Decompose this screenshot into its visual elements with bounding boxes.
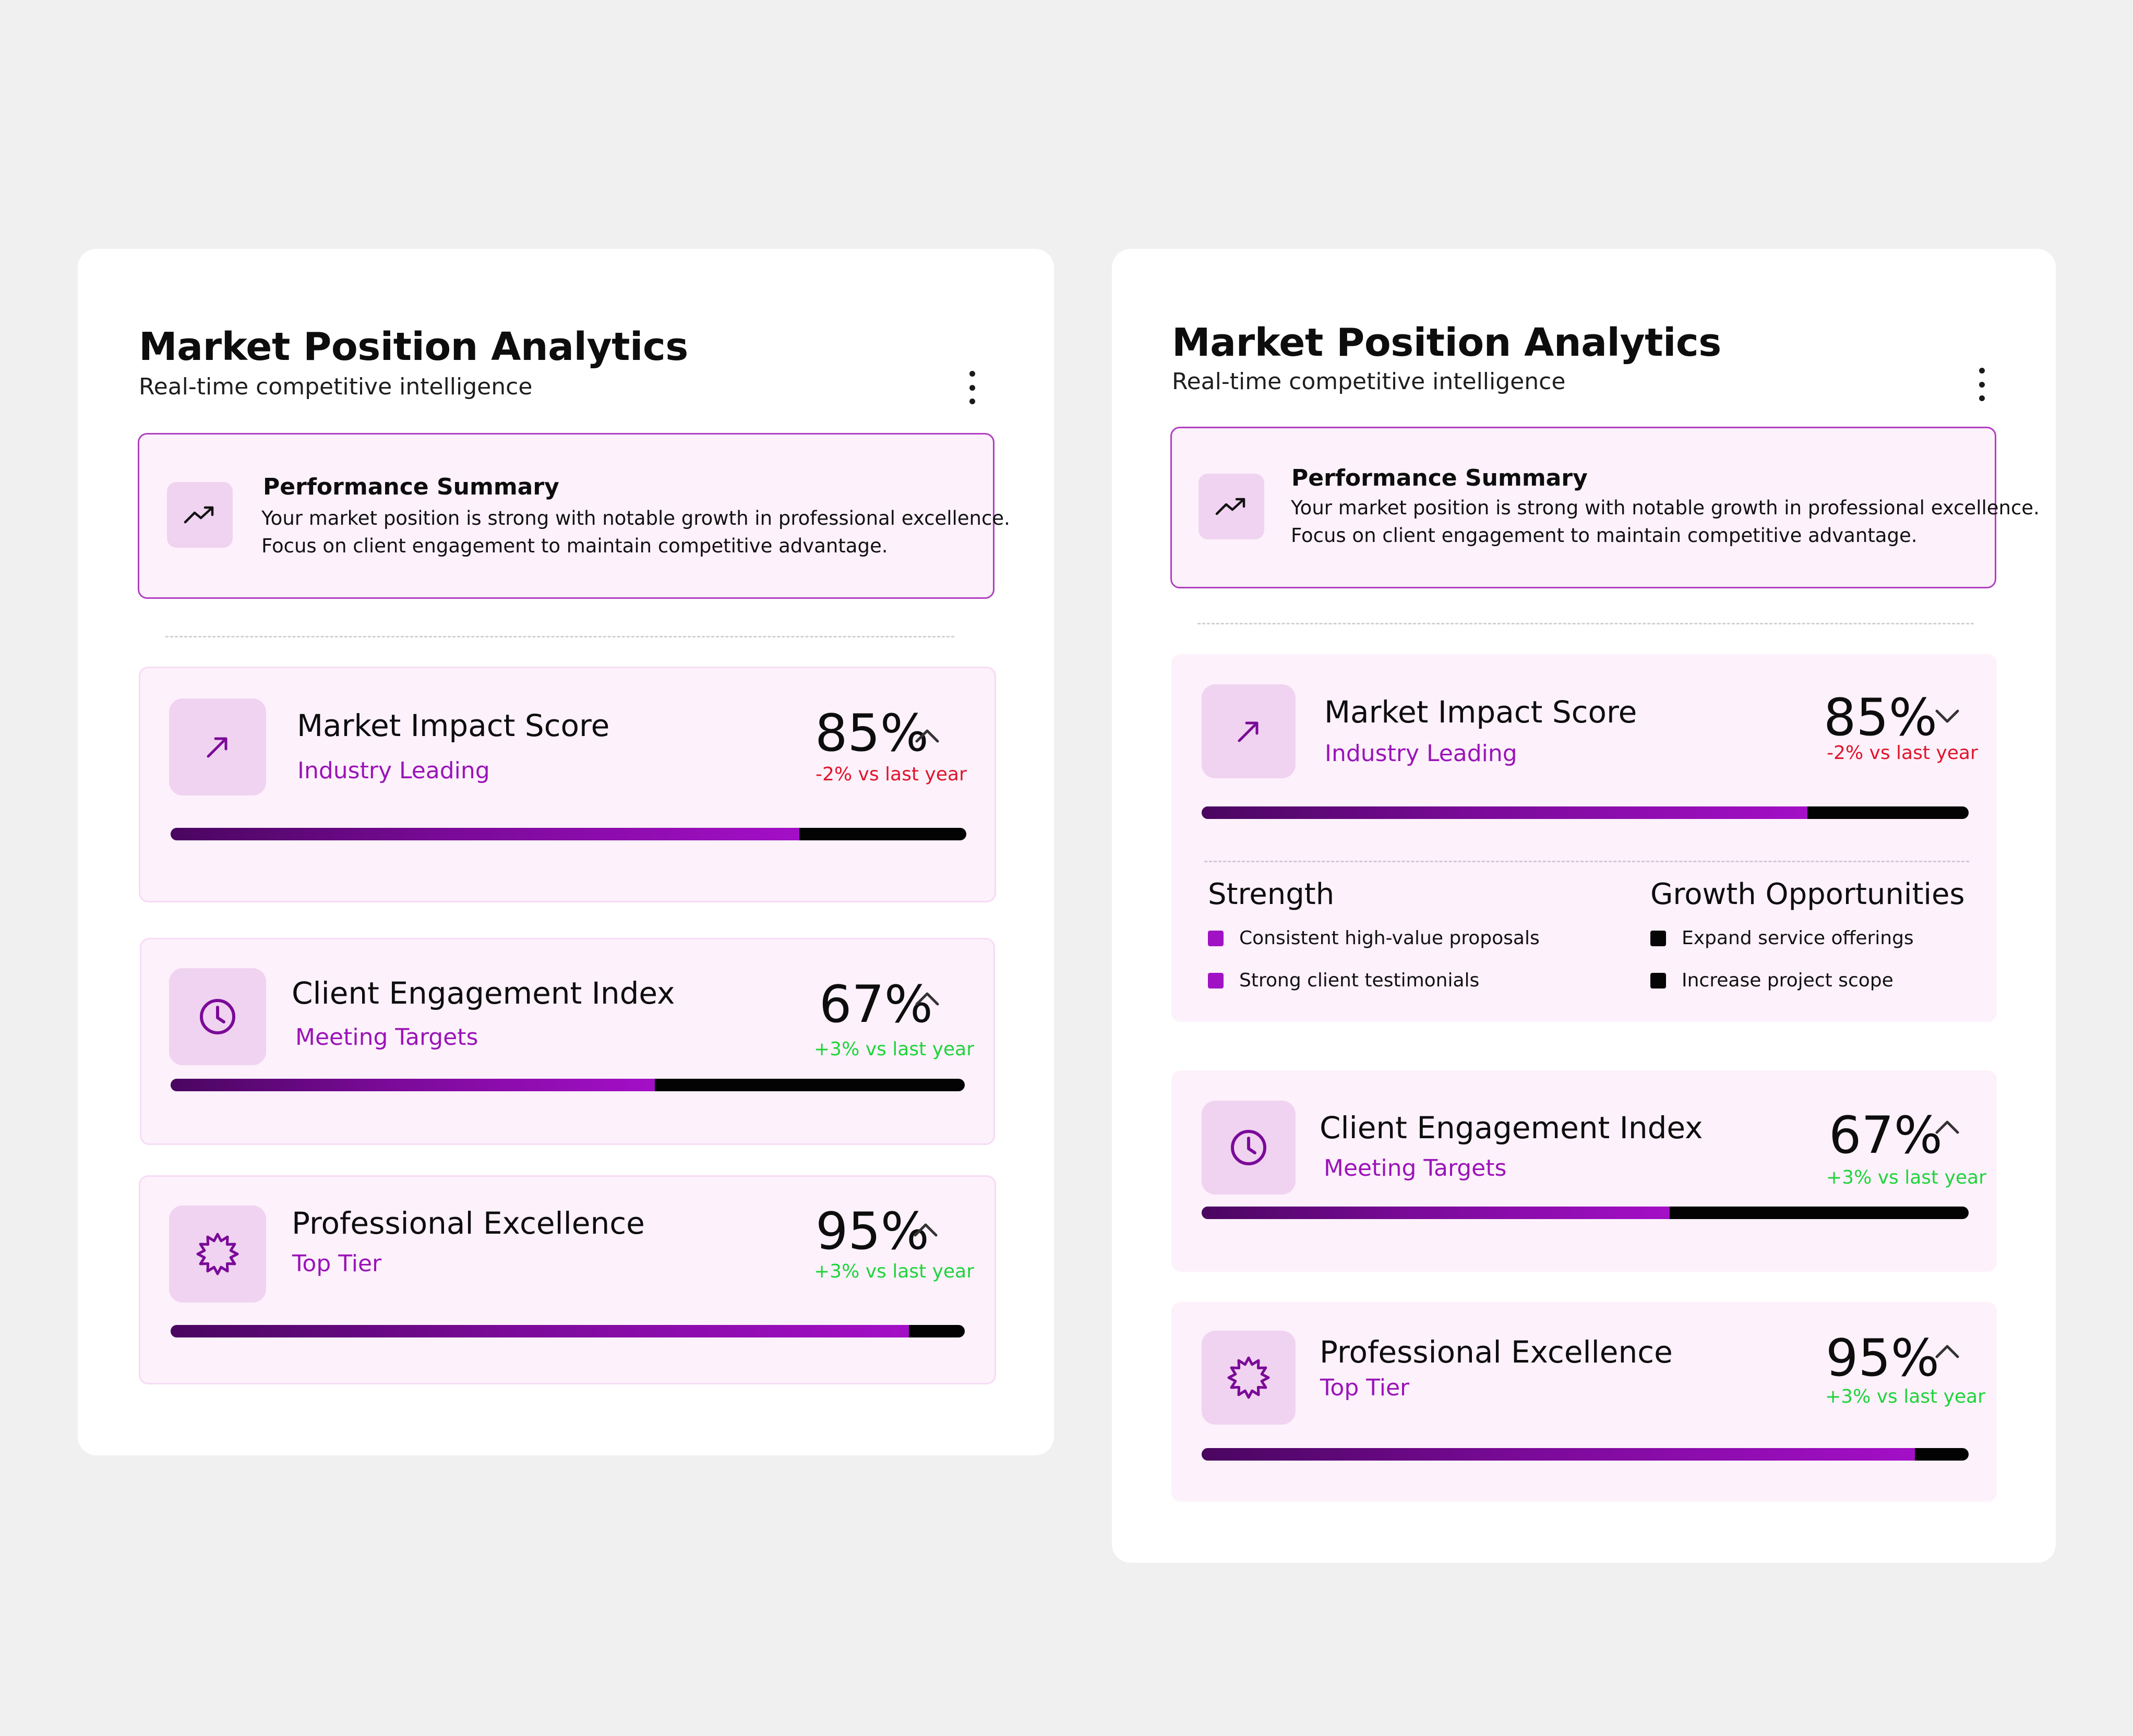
metric-delta: -2% vs last year (1827, 742, 1978, 764)
metric-delta: -2% vs last year (816, 764, 967, 785)
metric-value: 67% (1829, 1106, 1943, 1165)
metric-card-professional-excellence[interactable]: Professional Excellence Top Tier 95% +3%… (139, 1175, 996, 1384)
progress-bar (1202, 806, 1969, 819)
chevron-down-icon[interactable] (1932, 706, 1963, 727)
metric-card-client-engagement[interactable]: Client Engagement Index Meeting Targets … (1171, 1070, 1997, 1272)
metric-card-professional-excellence[interactable]: Professional Excellence Top Tier 95% +3%… (1171, 1302, 1997, 1502)
progress-fill (1202, 806, 1808, 819)
metric-value: 85% (815, 704, 929, 763)
progress-bar (171, 1325, 965, 1337)
summary-text-line-2: Focus on client engagement to maintain c… (261, 535, 888, 557)
strength-heading: Strength (1208, 877, 1335, 911)
metric-name: Market Impact Score (1324, 694, 1637, 730)
metric-tag: Meeting Targets (1324, 1155, 1507, 1182)
metric-value: 85% (1824, 688, 1937, 748)
metric-name: Market Impact Score (297, 708, 610, 743)
summary-text-line-2: Focus on client engagement to maintain c… (1291, 524, 1918, 547)
progress-bar (171, 828, 966, 840)
metric-card-market-impact[interactable]: Market Impact Score Industry Leading 85%… (139, 667, 996, 902)
chevron-up-icon[interactable] (912, 987, 943, 1008)
summary-title: Performance Summary (1291, 465, 1588, 491)
metric-name: Client Engagement Index (292, 975, 675, 1011)
chevron-up-icon[interactable] (1932, 1116, 1963, 1137)
summary-text-line-1: Your market position is strong with nota… (261, 507, 1010, 529)
progress-bar (171, 1079, 965, 1091)
badge-star-shape (196, 1233, 239, 1275)
metric-tag: Industry Leading (297, 757, 490, 784)
performance-summary: Performance Summary Your market position… (1170, 427, 2040, 588)
growth-item: Increase project scope (1650, 970, 1894, 991)
trending-up-icon (167, 482, 233, 548)
metric-name: Professional Excellence (292, 1205, 645, 1241)
metric-name: Professional Excellence (1320, 1334, 1673, 1370)
analytics-card-collapsed: Market Position Analytics Real-time comp… (78, 249, 1054, 1455)
metric-delta: +3% vs last year (1826, 1167, 1986, 1188)
metric-value: 95% (1826, 1329, 1939, 1388)
progress-fill (171, 1325, 909, 1337)
progress-bar (1202, 1448, 1969, 1461)
analytics-card-expanded: Market Position Analytics Real-time comp… (1112, 249, 2056, 1563)
arrow-up-right-icon (1202, 684, 1296, 778)
strength-item: Consistent high-value proposals (1208, 927, 1540, 949)
metric-tag: Top Tier (292, 1250, 382, 1277)
progress-fill (171, 1079, 655, 1091)
clock-icon (169, 968, 266, 1065)
divider (165, 636, 954, 637)
bullet-square (1208, 972, 1224, 988)
strength-item: Strong client testimonials (1208, 970, 1479, 991)
chevron-up-icon[interactable] (910, 1219, 941, 1239)
metric-delta: +3% vs last year (814, 1039, 974, 1060)
card-title: Market Position Analytics (1172, 320, 1721, 365)
metric-delta: +3% vs last year (814, 1261, 974, 1282)
chevron-up-icon[interactable] (912, 725, 943, 745)
progress-fill (1202, 1207, 1670, 1219)
progress-fill (171, 828, 799, 840)
arrow-up-right-icon (169, 698, 266, 795)
metric-tag: Top Tier (1320, 1375, 1410, 1401)
card-title: Market Position Analytics (139, 324, 688, 369)
metric-value: 95% (816, 1202, 929, 1261)
growth-item: Expand service offerings (1650, 927, 1914, 949)
growth-heading: Growth Opportunities (1650, 877, 1965, 911)
metric-card-market-impact-expanded[interactable]: Market Impact Score Industry Leading 85%… (1171, 654, 1997, 1022)
progress-bar (1202, 1207, 1969, 1219)
summary-title: Performance Summary (263, 474, 559, 500)
bullet-square (1650, 972, 1666, 988)
chevron-up-icon[interactable] (1932, 1340, 1963, 1361)
metric-name: Client Engagement Index (1320, 1110, 1703, 1146)
performance-summary: Performance Summary Your market position… (138, 433, 1010, 599)
bullet-square (1208, 930, 1224, 946)
kebab-menu-icon[interactable] (1971, 364, 1992, 405)
progress-fill (1202, 1448, 1915, 1461)
metric-value: 67% (819, 975, 933, 1034)
details-divider (1204, 861, 1969, 862)
badge-star-icon (169, 1205, 266, 1303)
metric-tag: Meeting Targets (295, 1024, 478, 1051)
badge-star-icon (1202, 1331, 1296, 1425)
card-subtitle: Real-time competitive intelligence (139, 373, 533, 400)
metric-delta: +3% vs last year (1825, 1386, 1985, 1407)
metric-tag: Industry Leading (1325, 740, 1517, 767)
trending-up-icon (1199, 474, 1264, 539)
clock-icon (1202, 1101, 1296, 1195)
badge-star-shape (1227, 1356, 1270, 1399)
divider (1197, 623, 1974, 624)
card-subtitle: Real-time competitive intelligence (1172, 368, 1566, 395)
kebab-menu-icon[interactable] (962, 367, 982, 408)
bullet-square (1650, 930, 1666, 946)
metric-card-client-engagement[interactable]: Client Engagement Index Meeting Targets … (140, 938, 995, 1145)
summary-text-line-1: Your market position is strong with nota… (1291, 497, 2040, 519)
